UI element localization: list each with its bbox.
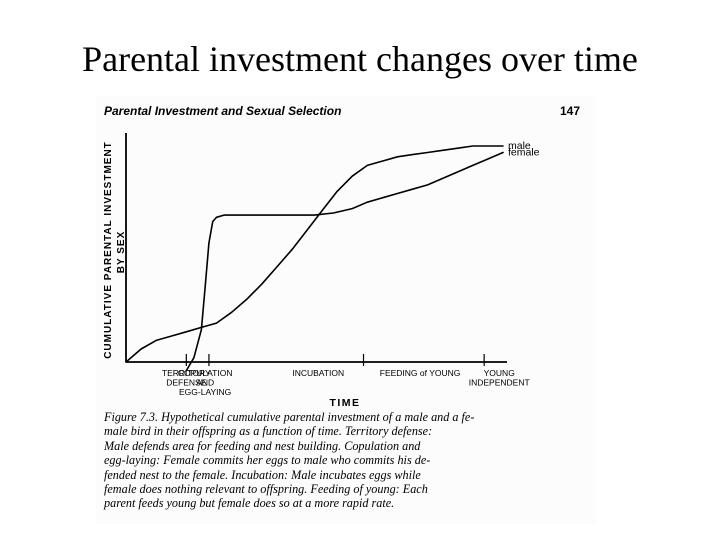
caption-line: male bird in their offspring as a functi… xyxy=(104,424,433,439)
x-tick-label-line: INCUBATION xyxy=(292,368,344,378)
running-head: Parental Investment and Sexual Selection xyxy=(104,104,342,118)
series-label-male: male xyxy=(508,140,531,152)
x-tick-label: YOUNG INDEPENDENT xyxy=(469,368,530,388)
x-tick-label-line: INDEPENDENT xyxy=(469,378,530,388)
x-tick-label: INCUBATION xyxy=(292,368,344,378)
x-tick-label-line: EGG-LAYING xyxy=(179,387,231,397)
x-axis-label: TIME xyxy=(329,397,360,409)
caption-line: female does nothing relevant to offsprin… xyxy=(104,482,428,497)
caption-line: egg-laying: Female commits her eggs to m… xyxy=(104,453,431,468)
caption-line: fended nest to the female. Incubation: M… xyxy=(104,467,421,482)
series-line-male xyxy=(125,145,504,363)
y-axis-label: BY SEX xyxy=(116,231,127,274)
y-axis-label: CUMULATIVE PARENTAL INVESTMENT xyxy=(103,141,114,359)
x-tick-label-line: COPULATION xyxy=(178,368,233,378)
x-tick-label: TERRITORY DEFENSE xyxy=(162,368,211,388)
x-tick-label-line: TERRITORY xyxy=(162,368,211,378)
x-tick-label-line: AND xyxy=(196,378,214,388)
caption-line: parent feeds young but female does so at… xyxy=(104,496,395,511)
page-number: 147 xyxy=(560,104,581,118)
x-tick-label-line: YOUNG xyxy=(484,368,515,378)
series-line-female xyxy=(185,151,504,372)
x-tick-label: COPULATION AND EGG-LAYING xyxy=(178,368,233,397)
x-tick-label: FEEDING of YOUNG xyxy=(380,368,461,378)
series-label-female: female xyxy=(508,146,540,158)
x-tick-label-line: FEEDING of YOUNG xyxy=(380,368,461,378)
x-tick-label-line: DEFENSE xyxy=(166,378,206,388)
figure-caption: Figure 7.3. Hypothetical cumulative pare… xyxy=(104,410,594,511)
caption-line: Male defends area for feeding and nest b… xyxy=(104,438,421,453)
scanned-page xyxy=(96,96,596,524)
caption-line: Figure 7.3. Hypothetical cumulative pare… xyxy=(104,410,475,424)
slide-title: Parental investment changes over time xyxy=(82,39,638,79)
